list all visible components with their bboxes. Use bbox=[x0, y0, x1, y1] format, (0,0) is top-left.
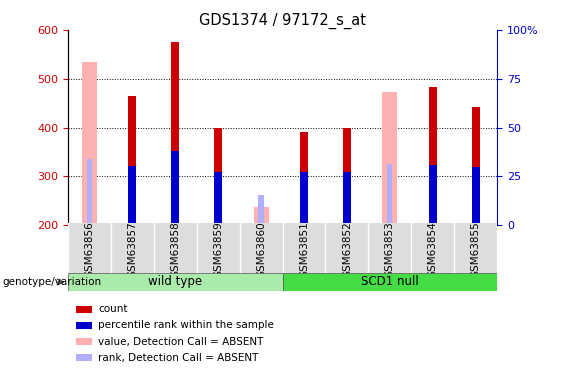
Title: GDS1374 / 97172_s_at: GDS1374 / 97172_s_at bbox=[199, 12, 366, 28]
Text: percentile rank within the sample: percentile rank within the sample bbox=[98, 321, 274, 330]
Bar bbox=[82, 62, 97, 225]
Text: value, Detection Call = ABSENT: value, Detection Call = ABSENT bbox=[98, 337, 264, 346]
Bar bbox=[472, 106, 480, 168]
Bar bbox=[383, 92, 397, 225]
Bar bbox=[343, 172, 351, 225]
Bar bbox=[429, 165, 437, 225]
Bar bbox=[472, 168, 480, 225]
Bar bbox=[300, 172, 308, 225]
Text: SCD1 null: SCD1 null bbox=[361, 275, 419, 288]
Bar bbox=[387, 164, 393, 225]
Bar bbox=[86, 159, 92, 225]
Text: count: count bbox=[98, 304, 128, 314]
Text: rank, Detection Call = ABSENT: rank, Detection Call = ABSENT bbox=[98, 353, 259, 363]
Bar bbox=[214, 128, 222, 172]
Bar bbox=[128, 165, 136, 225]
Bar bbox=[171, 151, 179, 225]
Bar bbox=[429, 87, 437, 165]
Bar bbox=[214, 172, 222, 225]
Bar bbox=[68, 273, 282, 291]
Bar bbox=[171, 42, 179, 225]
Bar bbox=[472, 106, 480, 225]
Text: genotype/variation: genotype/variation bbox=[3, 277, 102, 287]
Bar bbox=[128, 96, 136, 225]
Bar bbox=[128, 96, 136, 165]
Bar bbox=[282, 273, 497, 291]
Text: wild type: wild type bbox=[148, 275, 202, 288]
Bar bbox=[258, 195, 264, 225]
Bar bbox=[300, 132, 308, 172]
Bar bbox=[214, 128, 222, 225]
Bar bbox=[343, 128, 351, 172]
Bar bbox=[254, 207, 268, 225]
Bar bbox=[171, 42, 179, 151]
Bar bbox=[300, 132, 308, 225]
Bar bbox=[343, 128, 351, 225]
Bar bbox=[429, 87, 437, 225]
